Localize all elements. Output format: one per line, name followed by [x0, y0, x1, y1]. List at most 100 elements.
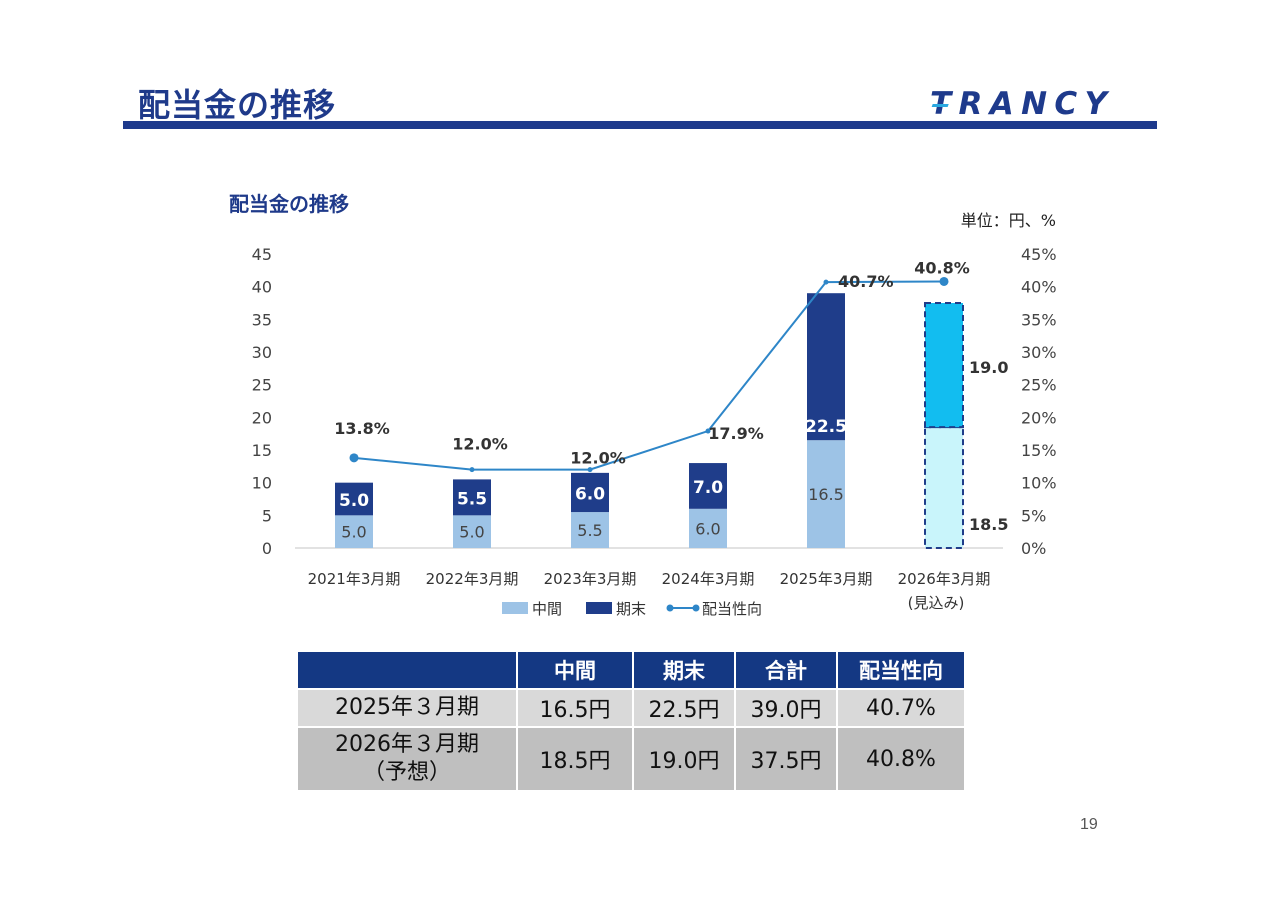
y-left-tick: 15: [252, 441, 272, 460]
bar-interim: [924, 426, 964, 549]
bar-label-year-end: 22.5: [805, 417, 847, 437]
y-right-tick: 45%: [1021, 245, 1057, 264]
table-header-total: 合計: [734, 650, 838, 690]
y-right-tick: 5%: [1021, 506, 1046, 525]
y-right-tick: 40%: [1021, 278, 1057, 297]
bar-year-end: [453, 479, 491, 516]
bar-label-year-end: 6.0: [575, 484, 605, 504]
x-tick-label: 2021年3月期: [308, 570, 401, 588]
legend-marker-payout: [666, 604, 674, 612]
y-right-tick: 10%: [1021, 474, 1057, 493]
y-left-tick: 5: [262, 506, 272, 525]
cell-year-end: 19.0円: [632, 726, 736, 792]
dividend-table: 中間 期末 合計 配当性向 2025年３月期 16.5円 22.5円 39.0円…: [296, 650, 966, 792]
bar-year-end: [335, 482, 373, 516]
payout-label: 17.9%: [708, 424, 764, 443]
legend-label-year-end: 期末: [616, 600, 646, 618]
table-header-blank: [296, 650, 518, 690]
bar-label-interim: 5.5: [577, 521, 602, 540]
y-left-tick: 45: [252, 245, 272, 264]
bar-interim: [689, 508, 727, 548]
bar-year-end: [807, 293, 845, 441]
y-left-tick: 30: [252, 343, 272, 362]
payout-line: [353, 280, 945, 471]
payout-point: [469, 467, 475, 473]
y-left-tick: 25: [252, 376, 272, 395]
x-tick-label: 2026年3月期: [898, 570, 991, 588]
bar-label-interim: 5.0: [459, 523, 484, 542]
table-header-payout: 配当性向: [836, 650, 966, 690]
row-label: 2026年３月期 （予想）: [296, 726, 518, 792]
payout-point: [587, 467, 593, 473]
cell-total: 37.5円: [734, 726, 838, 792]
row-label-sub: （予想）: [362, 760, 451, 785]
payout-point: [823, 279, 829, 285]
bar-interim: [453, 515, 491, 548]
bar-label-year-end: 5.5: [457, 489, 487, 509]
unit-note: 単位：円、%: [961, 211, 1056, 230]
cell-year-end: 22.5円: [632, 688, 736, 728]
cell-interim: 18.5円: [516, 726, 634, 792]
payout-point: [705, 428, 711, 434]
bar-year-end: [689, 463, 727, 509]
cell-total: 39.0円: [734, 688, 838, 728]
y-right-tick: 35%: [1021, 310, 1057, 329]
legend-swatch-interim: [502, 602, 528, 614]
payout-point: [349, 453, 359, 463]
y-right-tick: 15%: [1021, 441, 1057, 460]
legend-marker-payout: [692, 604, 700, 612]
row-label-text: 2025年３月期: [335, 695, 479, 720]
page-number: 19: [1080, 816, 1098, 833]
y-left-tick: 35: [252, 310, 272, 329]
x-tick-label: 2025年3月期: [780, 570, 873, 588]
legend-swatch-year-end: [586, 602, 612, 614]
y-left-tick: 10: [252, 474, 272, 493]
payout-label: 40.8%: [914, 258, 970, 277]
cell-payout: 40.8%: [836, 726, 966, 792]
x-tick-label: 2023年3月期: [544, 570, 637, 588]
x-tick-label: 2024年3月期: [662, 570, 755, 588]
payout-label: 12.0%: [570, 449, 626, 468]
y-left-tick: 40: [252, 278, 272, 297]
bar-label-interim: 6.0: [695, 519, 720, 538]
bar-label-year-end: 5.0: [339, 491, 369, 511]
x-tick-label: 2022年3月期: [426, 570, 519, 588]
legend-label-payout: 配当性向: [702, 600, 762, 618]
bar-interim: [807, 440, 845, 548]
table-row: 2026年３月期 （予想） 18.5円 19.0円 37.5円 40.8%: [296, 726, 966, 792]
bar-label-interim: 5.0: [341, 523, 366, 542]
bar-label-interim: 18.5: [969, 515, 1008, 534]
y-right-tick: 25%: [1021, 376, 1057, 395]
table-row: 2025年３月期 16.5円 22.5円 39.0円 40.7%: [296, 688, 966, 728]
row-label-text: 2026年３月期: [335, 732, 479, 757]
cell-payout: 40.7%: [836, 688, 966, 728]
table-header-year-end: 期末: [632, 650, 736, 690]
y-right-tick: 30%: [1021, 343, 1057, 362]
payout-point: [939, 276, 949, 286]
title-divider: [123, 121, 1157, 129]
row-label: 2025年３月期: [296, 688, 518, 728]
y-right-tick: 20%: [1021, 408, 1057, 427]
chart-title: 配当金の推移: [229, 192, 349, 216]
slide-title: 配当金の推移: [138, 86, 337, 124]
payout-label: 40.7%: [838, 272, 894, 291]
x-tick-sublabel: (見込み): [908, 594, 965, 612]
y-left-tick: 20: [252, 408, 272, 427]
cell-interim: 16.5円: [516, 688, 634, 728]
table-header-row: 中間 期末 合計 配当性向: [296, 650, 966, 690]
payout-label: 12.0%: [452, 435, 508, 454]
payout-label: 13.8%: [334, 419, 390, 438]
bar-label-year-end: 7.0: [693, 478, 723, 498]
y-left-tick: 0: [262, 539, 272, 558]
bar-label-interim: 16.5: [808, 485, 844, 504]
bar-year-end: [571, 472, 609, 513]
bar-year-end: [924, 302, 964, 429]
company-logo: TRANCY: [930, 86, 1110, 120]
table-header-interim: 中間: [516, 650, 634, 690]
legend-label-interim: 中間: [532, 600, 562, 618]
bar-interim: [335, 515, 373, 548]
bar-label-year-end: 19.0: [969, 358, 1008, 377]
y-right-tick: 0%: [1021, 539, 1046, 558]
bar-interim: [571, 512, 609, 548]
